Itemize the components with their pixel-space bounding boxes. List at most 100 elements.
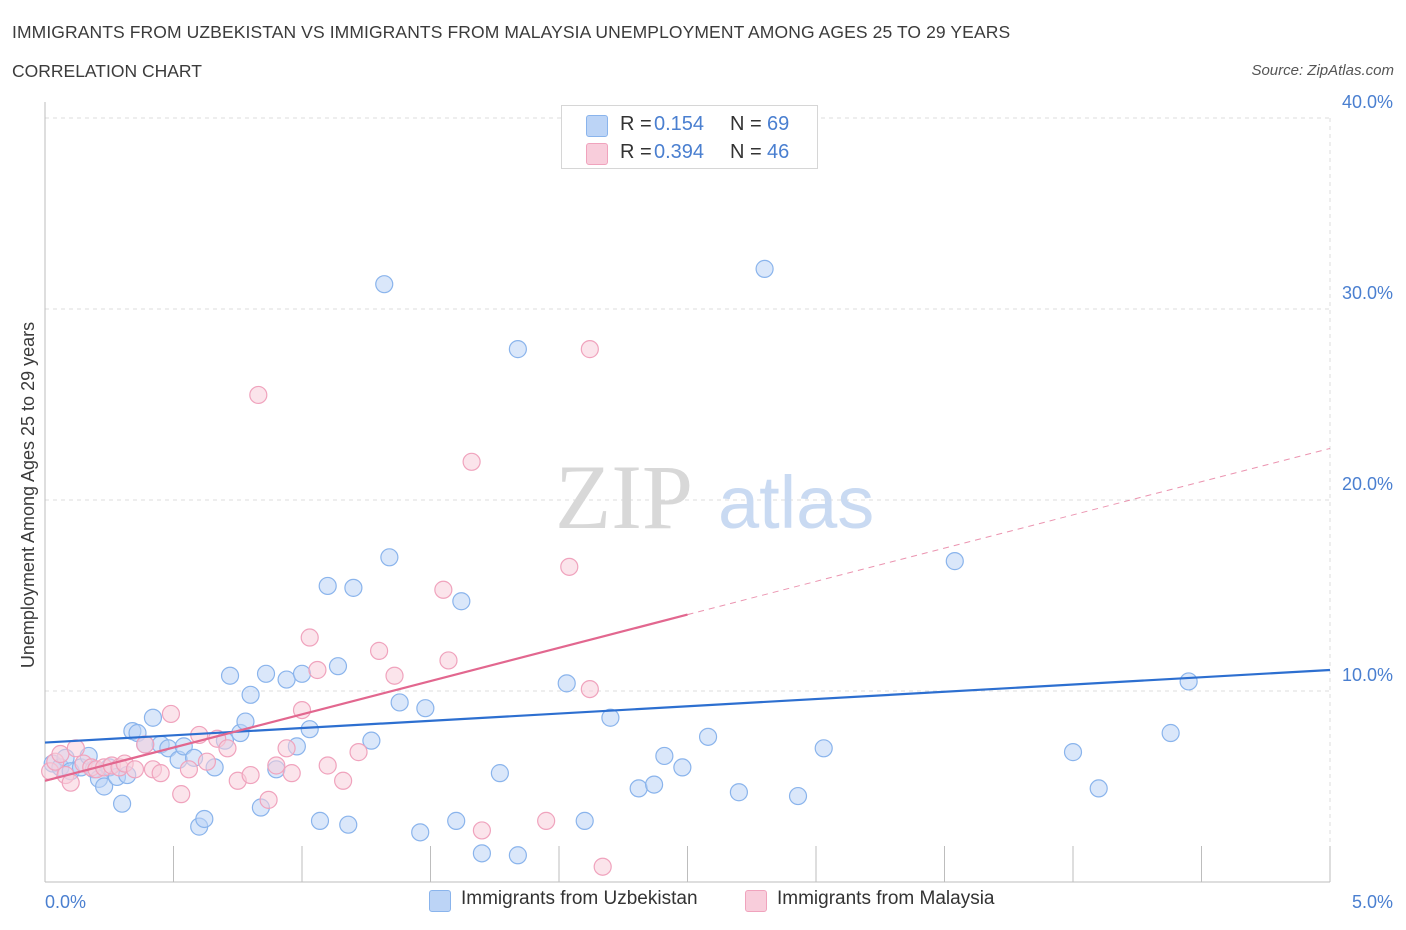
- uzbekistan-point: [472, 844, 491, 863]
- malaysia-point: [334, 771, 353, 790]
- uzbekistan-point: [220, 666, 240, 685]
- malaysia-point: [462, 452, 481, 471]
- uzbekistan-point: [416, 699, 435, 718]
- y-axis-label: Unemployment Among Ages 25 to 29 years: [18, 322, 38, 668]
- malaysia-point: [385, 666, 404, 685]
- malaysia-point: [472, 821, 491, 840]
- malaysia-trend-extension: [687, 447, 1331, 616]
- malaysia-point: [537, 811, 556, 830]
- uzbekistan-point: [411, 823, 430, 842]
- n-value: 69: [767, 113, 790, 135]
- malaysia-point: [370, 641, 389, 660]
- uzbekistan-point: [644, 775, 664, 794]
- uzbekistan-point: [1089, 779, 1108, 798]
- uzbekistan-point: [490, 764, 509, 783]
- uzbekistan-point: [95, 777, 114, 796]
- chart-subtitle: CORRELATION CHART: [12, 61, 202, 81]
- malaysia-swatch: [586, 143, 608, 165]
- legend-label-malaysia: Immigrants from Malaysia: [777, 888, 995, 909]
- x-tick-label: 0.0%: [45, 892, 86, 912]
- uzbekistan-point: [375, 275, 394, 294]
- uzbekistan-point: [318, 576, 337, 596]
- uzbekistan-point: [788, 786, 808, 806]
- uzbekistan-point: [447, 811, 466, 830]
- uzbekistan-point: [945, 552, 964, 571]
- uzbekistan-point: [344, 578, 363, 597]
- uzbekistan-point: [557, 674, 576, 693]
- uzbekistan-point: [629, 779, 648, 798]
- malaysia-point: [580, 679, 599, 699]
- uzbekistan-point: [601, 708, 620, 727]
- malaysia-point: [161, 704, 181, 724]
- malaysia-point: [51, 744, 70, 764]
- uzbekistan-point: [241, 685, 260, 704]
- uzbekistan-point: [508, 846, 527, 865]
- uzbekistan-trend-line: [44, 668, 1331, 744]
- correlation-legend: R = 0.154 N = 69 R = 0.394 N = 46: [561, 105, 818, 169]
- r-value: 0.394: [654, 141, 705, 163]
- uzbekistan-point: [195, 809, 214, 829]
- malaysia-point: [259, 790, 278, 809]
- r-label: R =: [620, 141, 652, 163]
- malaysia-point: [249, 385, 268, 405]
- uzbekistan-point: [1161, 723, 1180, 743]
- uzbekistan-point: [362, 731, 381, 750]
- malaysia-point: [349, 743, 368, 762]
- uzbekistan-swatch: [586, 115, 608, 137]
- r-value: 0.154: [654, 113, 705, 135]
- malaysia-point: [593, 857, 612, 876]
- malaysia-point: [282, 764, 301, 783]
- malaysia-point: [218, 739, 237, 758]
- uzbekistan-point: [300, 720, 319, 739]
- trend-lines: [44, 447, 1331, 782]
- data-points: [41, 259, 1198, 876]
- malaysia-swatch: [745, 890, 767, 912]
- uzbekistan-point: [292, 664, 312, 683]
- source-credit: Source: ZipAtlas.com: [1251, 62, 1394, 79]
- series-legend: Immigrants from Uzbekistan Immigrants fr…: [0, 888, 1406, 914]
- malaysia-point: [300, 628, 319, 647]
- uzbekistan-point: [339, 815, 358, 834]
- uzbekistan-point: [575, 811, 594, 830]
- y-tick-label: 30.0%: [1342, 283, 1393, 303]
- malaysia-point: [580, 340, 599, 359]
- y-tick-label: 40.0%: [1342, 92, 1393, 112]
- uzbekistan-point: [673, 758, 692, 777]
- x-tick-label: 5.0%: [1352, 892, 1393, 912]
- n-label: N =: [730, 113, 762, 135]
- uzbekistan-point: [698, 727, 718, 746]
- n-value: 46: [767, 141, 790, 163]
- chart-title: IMMIGRANTS FROM UZBEKISTAN VS IMMIGRANTS…: [12, 22, 1011, 42]
- malaysia-point: [241, 765, 260, 785]
- uzbekistan-point: [729, 783, 749, 802]
- uzbekistan-point: [452, 592, 471, 611]
- y-tick-label: 10.0%: [1342, 665, 1393, 685]
- uzbekistan-point: [814, 739, 833, 758]
- uzbekistan-point: [328, 657, 348, 676]
- uzbekistan-point: [277, 670, 296, 689]
- uzbekistan-point: [1179, 672, 1198, 691]
- uzbekistan-point: [655, 746, 674, 766]
- malaysia-point: [66, 739, 85, 758]
- uzbekistan-point: [390, 693, 409, 712]
- r-label: R =: [620, 113, 652, 135]
- malaysia-point: [439, 651, 458, 670]
- uzbekistan-point: [256, 664, 276, 683]
- n-label: N =: [730, 141, 762, 163]
- y-tick-labels: 10.0% 20.0% 30.0% 40.0%: [1342, 92, 1393, 685]
- malaysia-point: [434, 580, 453, 599]
- uzbekistan-swatch: [429, 890, 451, 912]
- malaysia-point: [125, 760, 145, 779]
- x-tick-labels: 0.0% 5.0%: [45, 892, 1393, 912]
- malaysia-point: [136, 735, 155, 754]
- uzbekistan-point: [1063, 743, 1083, 762]
- malaysia-point: [151, 764, 170, 783]
- malaysia-point: [179, 760, 199, 779]
- malaysia-point: [267, 756, 286, 775]
- uzbekistan-point: [380, 548, 399, 567]
- uzbekistan-point: [112, 794, 132, 813]
- malaysia-point: [560, 557, 579, 576]
- malaysia-point: [172, 785, 191, 804]
- malaysia-point: [308, 660, 327, 680]
